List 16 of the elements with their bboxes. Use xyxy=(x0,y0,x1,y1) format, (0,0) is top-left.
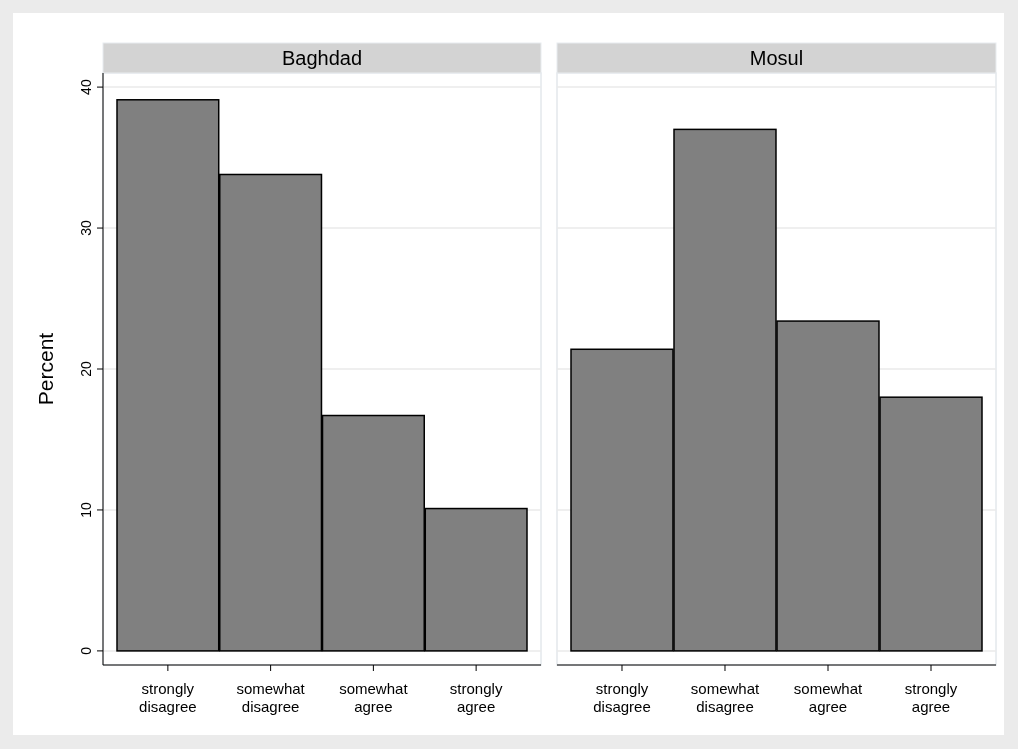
y-tick-label: 40 xyxy=(78,79,94,95)
y-axis-title: Percent xyxy=(34,332,57,406)
x-tick-label: somewhat agree xyxy=(793,680,864,715)
y-tick-label: 0 xyxy=(78,646,94,655)
y-tick-label: 30 xyxy=(78,220,94,236)
x-tick-label: strongly disagree xyxy=(139,680,197,715)
chart-title: Baghdad xyxy=(281,47,363,69)
y-tick-label: 20 xyxy=(78,361,94,377)
x-tick-label: somewhat agree xyxy=(339,680,409,715)
y-tick-label: 10 xyxy=(78,501,94,518)
x-tick-label: somewhat disagree xyxy=(690,680,761,715)
x-tick-label: strongly disagree xyxy=(593,680,651,715)
chart-title: Mosul xyxy=(749,47,804,69)
x-tick-label: strongly agree xyxy=(449,680,503,715)
x-tick-label: somewhat disagree xyxy=(236,680,306,715)
x-tick-label: strongly agree xyxy=(904,680,958,715)
